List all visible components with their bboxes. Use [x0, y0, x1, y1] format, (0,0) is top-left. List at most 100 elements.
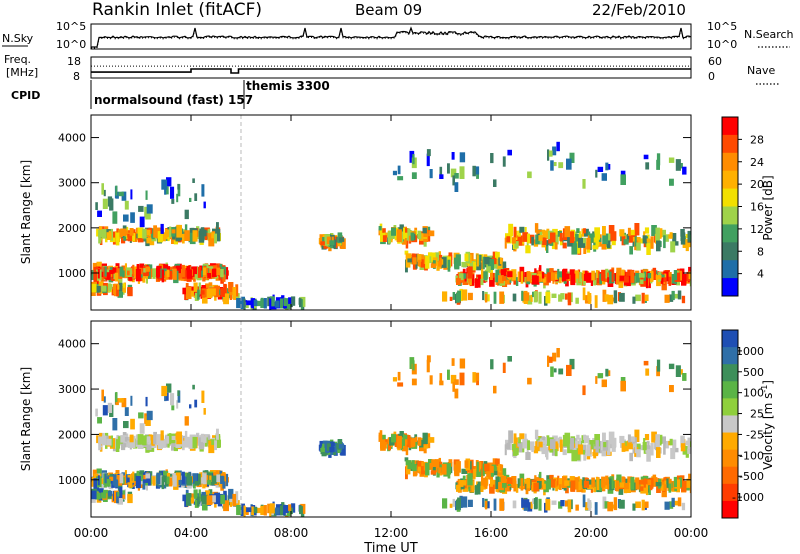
power-cell: [472, 165, 476, 177]
power-cell: [619, 229, 625, 237]
power-cell: [107, 196, 113, 207]
power-cell: [178, 273, 183, 279]
power-cell: [378, 226, 382, 231]
velocity-cell: [586, 454, 591, 460]
velocity-cell: [579, 478, 582, 490]
power-cell: [534, 268, 537, 277]
power-cell: [112, 211, 118, 224]
power-cell: [542, 276, 546, 283]
velocity-cell: [644, 445, 651, 450]
power-cell: [582, 270, 585, 282]
power-cell: [129, 228, 134, 236]
velocity-cell: [391, 434, 396, 443]
velocity-cell: [130, 418, 135, 430]
power-cell: [660, 277, 664, 284]
velocity-cell: [439, 380, 444, 386]
velocity-cell: [340, 445, 346, 456]
velocity-cell: [582, 494, 586, 508]
velocity-cell: [459, 480, 464, 487]
power-cell: [627, 227, 631, 236]
colorbar-tick-label: 24: [750, 156, 764, 169]
x-tick-label: 16:00: [474, 526, 509, 540]
velocity-cell: [156, 472, 161, 485]
power-cell: [202, 268, 206, 275]
power-cell: [104, 266, 107, 277]
power-cell: [607, 277, 610, 283]
power-cell: [132, 264, 135, 276]
power-cell: [300, 299, 303, 310]
velocity-cell: [378, 432, 382, 437]
power-cell: [96, 228, 99, 237]
velocity-cell: [459, 358, 466, 369]
power-cell: [124, 230, 129, 235]
velocity-cell: [620, 380, 626, 392]
power-cell: [150, 228, 155, 240]
velocity-cell: [108, 490, 113, 497]
velocity-cell: [567, 481, 573, 488]
velocity-cell: [136, 470, 140, 480]
power-cell: [157, 231, 163, 243]
velocity-cell: [123, 421, 129, 429]
power-cell: [575, 297, 579, 304]
velocity-cell: [601, 450, 607, 457]
freq-tick-top: 18: [67, 55, 81, 68]
velocity-cell: [559, 484, 562, 490]
power-scatter-cells: [91, 141, 691, 310]
velocity-cell: [548, 443, 552, 451]
power-cell: [98, 229, 103, 238]
velocity-cell: [426, 359, 430, 373]
velocity-cell: [550, 366, 554, 377]
power-cell: [630, 229, 635, 236]
power-cell: [652, 267, 657, 280]
velocity-cell: [397, 382, 404, 387]
power-cell: [260, 298, 266, 308]
velocity-cell: [425, 433, 431, 440]
power-cell: [431, 252, 436, 262]
velocity-cell: [645, 368, 650, 376]
power-cell: [569, 269, 576, 276]
power-cell: [136, 264, 140, 273]
velocity-cell: [670, 448, 676, 460]
colorbar-swatch: [722, 134, 738, 154]
power-cell: [130, 189, 133, 200]
velocity-cell: [112, 474, 117, 486]
velocity-cell: [467, 499, 473, 507]
power-cell: [171, 229, 177, 234]
power-cell: [177, 184, 181, 197]
velocity-cell: [172, 475, 177, 487]
velocity-cell: [127, 493, 133, 504]
power-cell: [168, 270, 173, 280]
power-cell: [127, 270, 130, 276]
power-cell: [214, 285, 220, 298]
velocity-cell: [405, 443, 409, 456]
velocity-cell: [582, 385, 586, 396]
power-cell: [96, 285, 101, 293]
power-cell: [208, 233, 215, 247]
power-cell: [576, 228, 580, 234]
colorbar-tick-label: 500: [743, 366, 764, 379]
power-cell: [109, 271, 115, 277]
power-cell: [279, 298, 284, 309]
velocity-cell: [542, 436, 547, 445]
velocity-cell: [678, 477, 682, 488]
power-cell: [689, 273, 691, 287]
power-cell: [661, 277, 667, 282]
nave-tick-bottom: 0: [708, 70, 715, 83]
power-cell: [526, 240, 529, 248]
power-cell: [675, 159, 681, 171]
colorbar-swatch: [722, 466, 738, 485]
velocity-cell: [635, 479, 640, 490]
velocity-colorbar-label: Velocity [m s-1]: [760, 380, 775, 470]
power-cell: [429, 256, 433, 264]
velocity-cell: [512, 500, 517, 509]
power-cell: [578, 231, 582, 240]
power-cell: [95, 202, 98, 210]
velocity-cell: [559, 439, 563, 449]
power-cell: [410, 232, 415, 241]
power-cell: [638, 273, 645, 278]
velocity-cell: [605, 475, 609, 486]
power-cell: [626, 233, 630, 241]
power-cell: [192, 230, 197, 242]
power-ylabel: Slant Range [km]: [19, 160, 33, 264]
colorbar-tick-label: -1000: [732, 491, 764, 504]
